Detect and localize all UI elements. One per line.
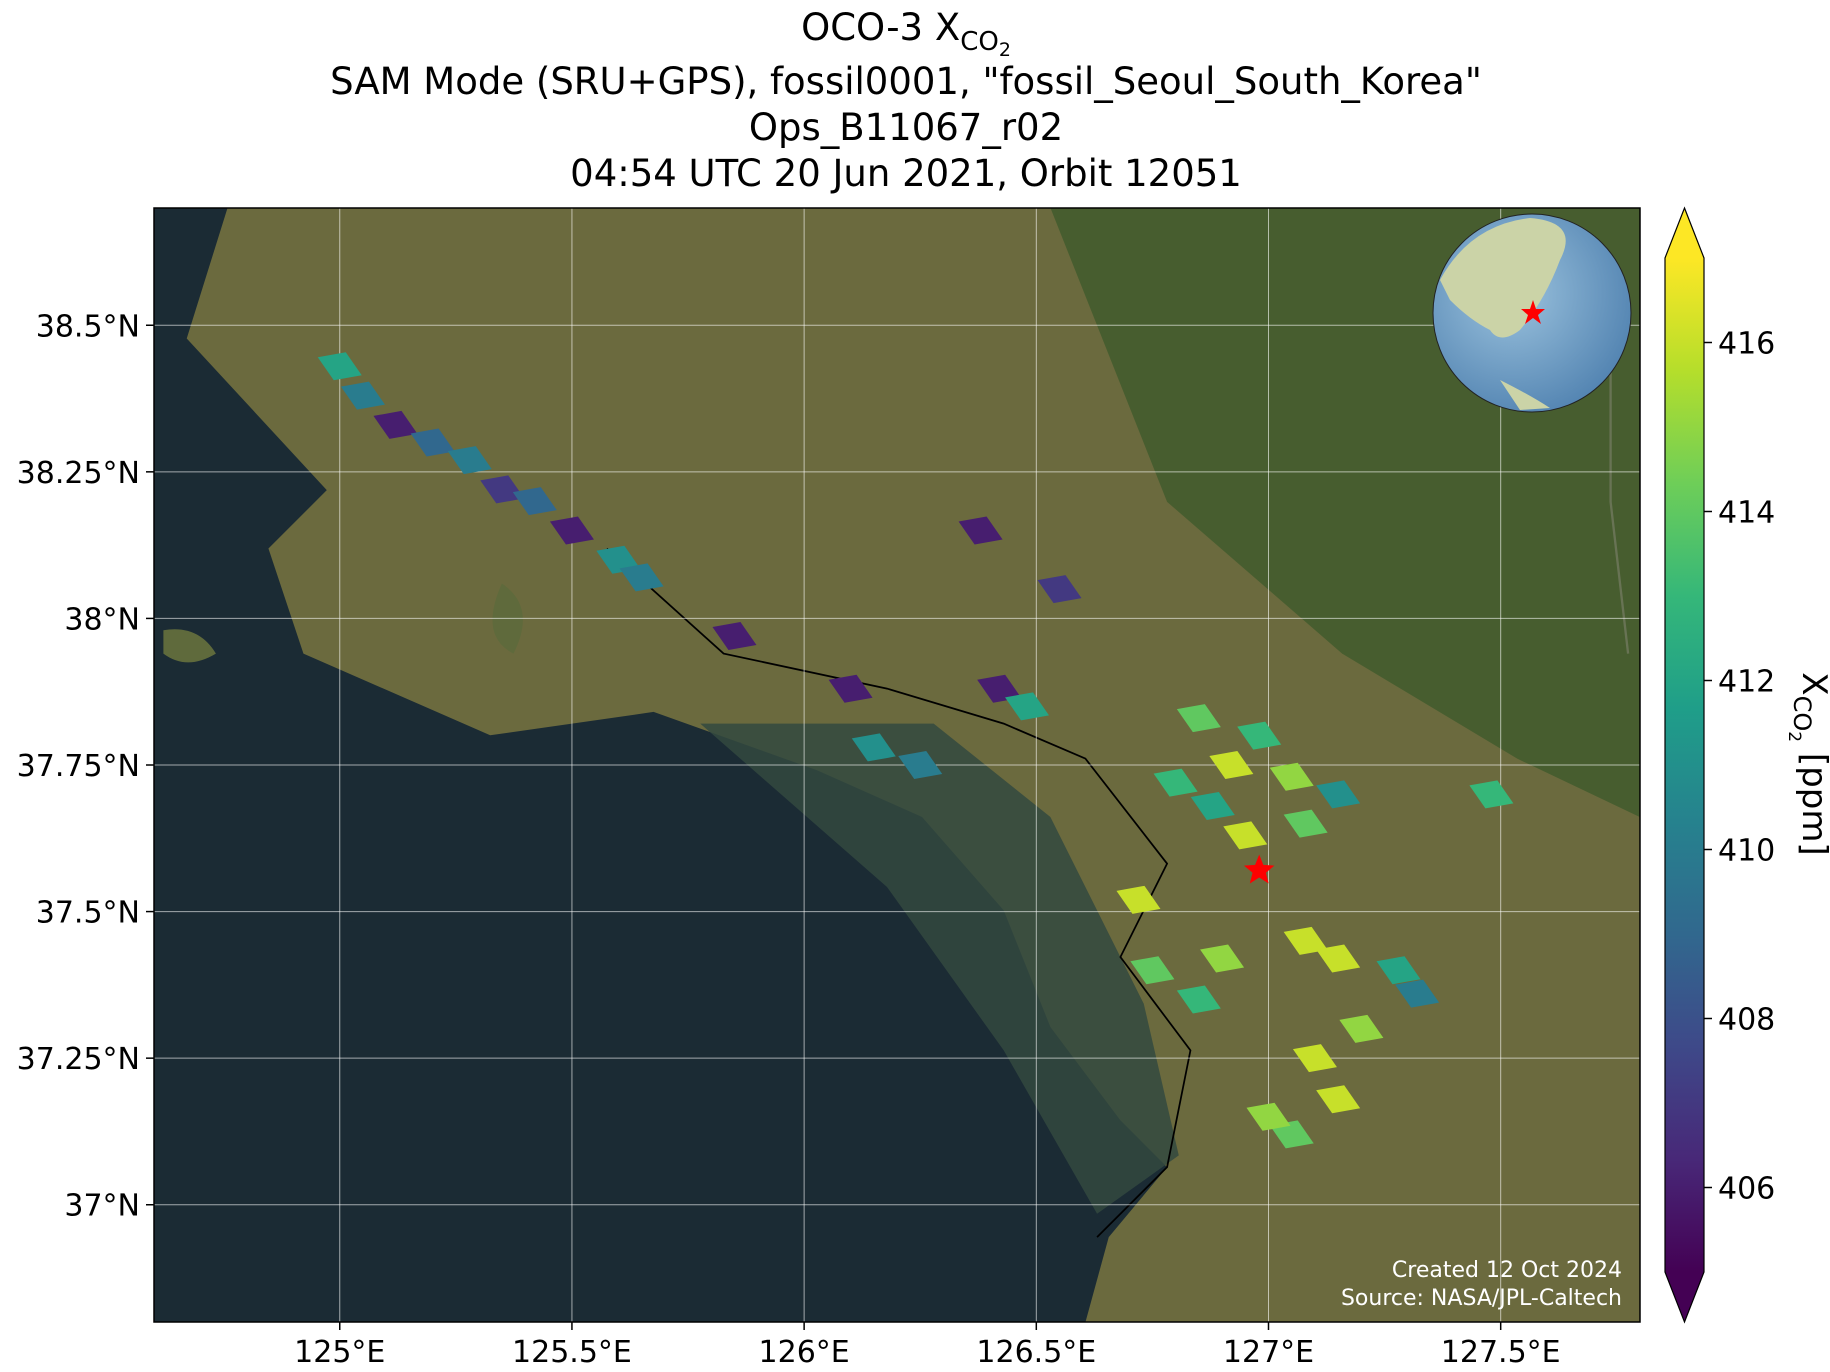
subtitle: 04:54 UTC 20 Jun 2021, Orbit 12051 xyxy=(570,152,1242,195)
river xyxy=(1609,350,1630,654)
sounding xyxy=(1153,768,1198,797)
y-tick-label: 37.25°N xyxy=(17,1042,140,1077)
colorbar-extend-max xyxy=(1665,208,1704,258)
sounding xyxy=(1316,1085,1361,1114)
sounding xyxy=(1269,762,1314,791)
sounding xyxy=(898,751,943,779)
sounding xyxy=(1283,926,1328,955)
sounding xyxy=(958,516,1003,545)
footer: Source: NASA/JPL-Caltech xyxy=(1341,1286,1622,1311)
sounding xyxy=(1292,1044,1337,1073)
y-tick-label: 38.5°N xyxy=(36,309,140,344)
colorbar-body xyxy=(1665,258,1704,1272)
sounding xyxy=(1190,792,1235,821)
globe-land xyxy=(1500,380,1550,410)
sounding xyxy=(1176,704,1221,733)
sounding xyxy=(1469,780,1514,809)
y-tick-label: 37°N xyxy=(64,1189,140,1224)
coastline xyxy=(606,547,1192,1238)
colorbar-tick-label: 414 xyxy=(1718,496,1775,531)
sounding xyxy=(1283,809,1328,838)
titles: OCO-3 XCO2 SAM Mode (SRU+GPS), fossil000… xyxy=(330,6,1482,195)
sounding xyxy=(480,475,525,504)
y-tick-label: 38°N xyxy=(64,602,140,637)
cbar-label-sub: CO xyxy=(1788,696,1816,732)
sounding xyxy=(373,410,418,439)
title-subsub: 2 xyxy=(999,39,1011,61)
sounding xyxy=(1395,979,1440,1008)
sounding xyxy=(977,674,1022,703)
axes: 125°E 125.5°E 126°E 126.5°E 127°E 127.5°E 37°N… xyxy=(17,309,1561,1370)
colorbar: 406 408 410 412 414 416 xyxy=(1664,206,1775,1324)
sounding xyxy=(1176,985,1221,1014)
sounding xyxy=(828,674,873,703)
cbar-label-main: X xyxy=(1794,672,1830,695)
sounding xyxy=(1237,721,1282,750)
sounding xyxy=(1116,885,1161,914)
sounding xyxy=(1339,1014,1384,1043)
target-star xyxy=(1243,854,1275,884)
sounding xyxy=(1223,821,1268,850)
x-tick-label: 126.5°E xyxy=(976,1335,1096,1370)
cbar-label-subsub: 2 xyxy=(1784,731,1804,742)
sounding xyxy=(410,428,455,457)
sounding xyxy=(447,446,492,475)
colorbar-tick-label: 416 xyxy=(1718,327,1775,362)
colorbar-tick-label: 412 xyxy=(1718,665,1775,700)
sounding xyxy=(317,352,362,381)
x-tick-label: 127°E xyxy=(1223,1335,1314,1370)
sounding xyxy=(1209,751,1254,779)
title-main: OCO-3 X xyxy=(801,6,960,49)
sounding xyxy=(1037,575,1082,604)
y-tick-label: 38.25°N xyxy=(17,456,140,491)
cbar-label-units: [ppm] xyxy=(1794,742,1830,856)
sounding xyxy=(549,516,594,545)
sounding xyxy=(1246,1102,1291,1131)
sounding xyxy=(1316,944,1361,973)
sounding xyxy=(851,733,896,762)
sounding xyxy=(1200,944,1245,973)
sounding xyxy=(1376,956,1421,985)
subtitle: Ops_B11067_r02 xyxy=(749,106,1063,149)
sounding xyxy=(619,563,664,592)
colorbar-tick-label: 410 xyxy=(1718,834,1775,869)
subtitle: SAM Mode (SRU+GPS), fossil0001, "fossil_… xyxy=(330,60,1482,103)
sounding xyxy=(1130,956,1175,985)
x-tick-label: 125°E xyxy=(294,1335,385,1370)
sounding xyxy=(1316,780,1361,809)
x-tick-label: 127.5°E xyxy=(1441,1335,1561,1370)
x-tick-label: 126°E xyxy=(759,1335,850,1370)
sounding xyxy=(712,622,757,651)
y-tick-label: 37.5°N xyxy=(36,896,140,931)
x-tick-label: 125.5°E xyxy=(512,1335,632,1370)
title-sub: CO xyxy=(960,27,999,57)
tidal-flats xyxy=(700,723,1179,1214)
sounding xyxy=(1005,692,1050,721)
footer: Created 12 Oct 2024 xyxy=(1392,1258,1622,1283)
colorbar-frame xyxy=(1664,206,1705,1324)
soundings xyxy=(317,352,1514,1149)
colorbar-label: XCO2 [ppm] xyxy=(1784,672,1830,855)
sounding xyxy=(340,381,385,410)
title: OCO-3 XCO2 xyxy=(801,6,1011,61)
colorbar-extend-min xyxy=(1665,1272,1704,1322)
globe-target xyxy=(1521,300,1545,324)
colorbar-tick-label: 406 xyxy=(1718,1172,1775,1207)
islands xyxy=(163,583,523,663)
inset-globe xyxy=(1432,213,1632,413)
colorbar-tick-label: 408 xyxy=(1718,1003,1775,1038)
sounding xyxy=(512,487,557,516)
y-tick-label: 37.75°N xyxy=(17,749,140,784)
